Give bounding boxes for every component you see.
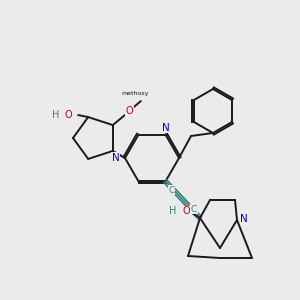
Text: N: N: [240, 214, 248, 224]
Text: C: C: [169, 186, 175, 195]
Text: N: N: [112, 153, 120, 163]
Text: H: H: [169, 206, 177, 216]
Text: N: N: [162, 123, 170, 133]
Text: C: C: [191, 205, 197, 214]
Text: O: O: [64, 110, 72, 120]
Text: methoxy: methoxy: [121, 91, 148, 96]
Text: O: O: [182, 206, 190, 216]
Text: O: O: [126, 106, 134, 116]
Text: H: H: [52, 110, 59, 120]
